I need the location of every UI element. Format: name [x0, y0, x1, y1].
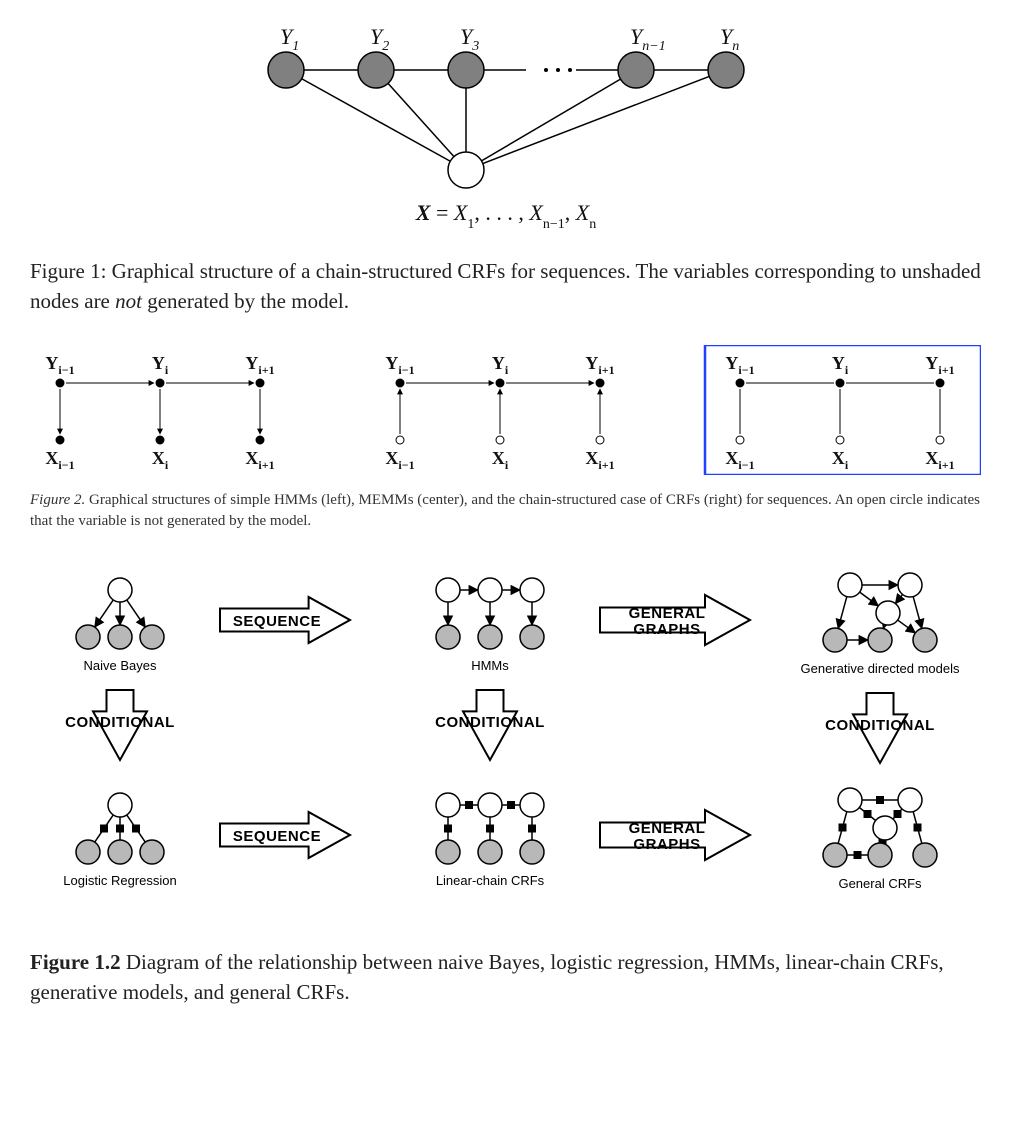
- svg-text:Xi+1: Xi+1: [925, 448, 954, 472]
- svg-text:Y2: Y2: [370, 24, 389, 54]
- svg-text:Yi+1: Yi+1: [245, 353, 274, 377]
- svg-text:Yi+1: Yi+1: [585, 353, 614, 377]
- svg-text:Xi: Xi: [832, 448, 849, 472]
- svg-text:Yi: Yi: [832, 353, 849, 377]
- svg-text:Naive Bayes: Naive Bayes: [84, 658, 157, 673]
- svg-text:Yi−1: Yi−1: [45, 353, 74, 377]
- svg-text:Xi−1: Xi−1: [725, 448, 754, 472]
- svg-text:CONDITIONAL: CONDITIONAL: [825, 717, 935, 734]
- figure-1-block: Y1 Y2 Y3 Yn−1 Yn X = X1, . . . , Xn−1, Xn Fig…: [30, 20, 981, 317]
- svg-text:Logistic Regression: Logistic Regression: [63, 873, 176, 888]
- figure-1-caption-ital: not: [115, 289, 142, 313]
- figure-3-caption-prefix: Figure 1.2: [30, 950, 121, 974]
- svg-text:SEQUENCE: SEQUENCE: [233, 613, 321, 630]
- svg-text:GRAPHS: GRAPHS: [633, 836, 700, 853]
- svg-text:Y1: Y1: [280, 24, 299, 54]
- svg-text:Yi: Yi: [152, 353, 169, 377]
- svg-text:CONDITIONAL: CONDITIONAL: [65, 714, 175, 731]
- svg-text:GENERAL: GENERAL: [629, 820, 706, 837]
- figure-1-caption-prefix: Figure 1:: [30, 259, 106, 283]
- svg-text:GRAPHS: GRAPHS: [633, 621, 700, 638]
- svg-text:CONDITIONAL: CONDITIONAL: [435, 714, 545, 731]
- svg-text:Xi+1: Xi+1: [245, 448, 274, 472]
- svg-text:Generative directed models: Generative directed models: [801, 661, 960, 676]
- svg-text:Yn−1: Yn−1: [630, 24, 666, 54]
- figure-2-diagram: Yi−1 Xi−1 Yi Xi Yi+1 Xi+1 Yi−1 Xi−1 Yi Xi Yi+1 Xi+1…: [30, 345, 981, 475]
- svg-text:Yn: Yn: [720, 24, 739, 54]
- svg-text:Xi−1: Xi−1: [45, 448, 74, 472]
- svg-text:Xi: Xi: [152, 448, 169, 472]
- svg-text:Linear-chain CRFs: Linear-chain CRFs: [436, 873, 545, 888]
- svg-text:GENERAL: GENERAL: [629, 605, 706, 622]
- figure-2-caption-text: Graphical structures of simple HMMs (lef…: [30, 492, 980, 529]
- svg-text:Yi−1: Yi−1: [385, 353, 414, 377]
- figure-1-diagram: Y1 Y2 Y3 Yn−1 Yn X = X1, . . . , Xn−1, Xn: [226, 20, 786, 230]
- figure-3-caption: Figure 1.2 Diagram of the relationship b…: [30, 947, 981, 1008]
- svg-text:Xi+1: Xi+1: [585, 448, 614, 472]
- svg-text:SEQUENCE: SEQUENCE: [233, 828, 321, 845]
- figure-3-block: Naive Bayes HMMs Generative directed model…: [30, 560, 981, 1008]
- svg-text:Xi−1: Xi−1: [385, 448, 414, 472]
- svg-text:Yi+1: Yi+1: [925, 353, 954, 377]
- figure-2-caption-prefix: Figure 2.: [30, 492, 85, 508]
- figure-1-svg-wrap: Y1 Y2 Y3 Yn−1 Yn X = X1, . . . , Xn−1, Xn: [30, 20, 981, 235]
- svg-text:HMMs: HMMs: [471, 658, 509, 673]
- svg-text:General CRFs: General CRFs: [838, 876, 922, 891]
- figure-1-caption-text2: generated by the model.: [142, 289, 349, 313]
- figure-3-diagram: Naive Bayes HMMs Generative directed model…: [30, 560, 981, 920]
- figure-3-caption-text: Diagram of the relationship between naiv…: [30, 950, 944, 1004]
- figure-1-caption: Figure 1: Graphical structure of a chain…: [30, 256, 981, 317]
- figure-2-block: Yi−1 Xi−1 Yi Xi Yi+1 Xi+1 Yi−1 Xi−1 Yi Xi Yi+1 Xi+1…: [30, 345, 981, 532]
- svg-text:Xi: Xi: [492, 448, 509, 472]
- figure-2-caption: Figure 2. Graphical structures of simple…: [30, 490, 981, 532]
- svg-text:Y3: Y3: [460, 24, 479, 54]
- svg-text:Yi−1: Yi−1: [725, 353, 754, 377]
- svg-text:X = X1, . . . , Xn−1, Xn: X = X1, . . . , Xn−1, Xn: [414, 200, 595, 230]
- svg-text:Yi: Yi: [492, 353, 509, 377]
